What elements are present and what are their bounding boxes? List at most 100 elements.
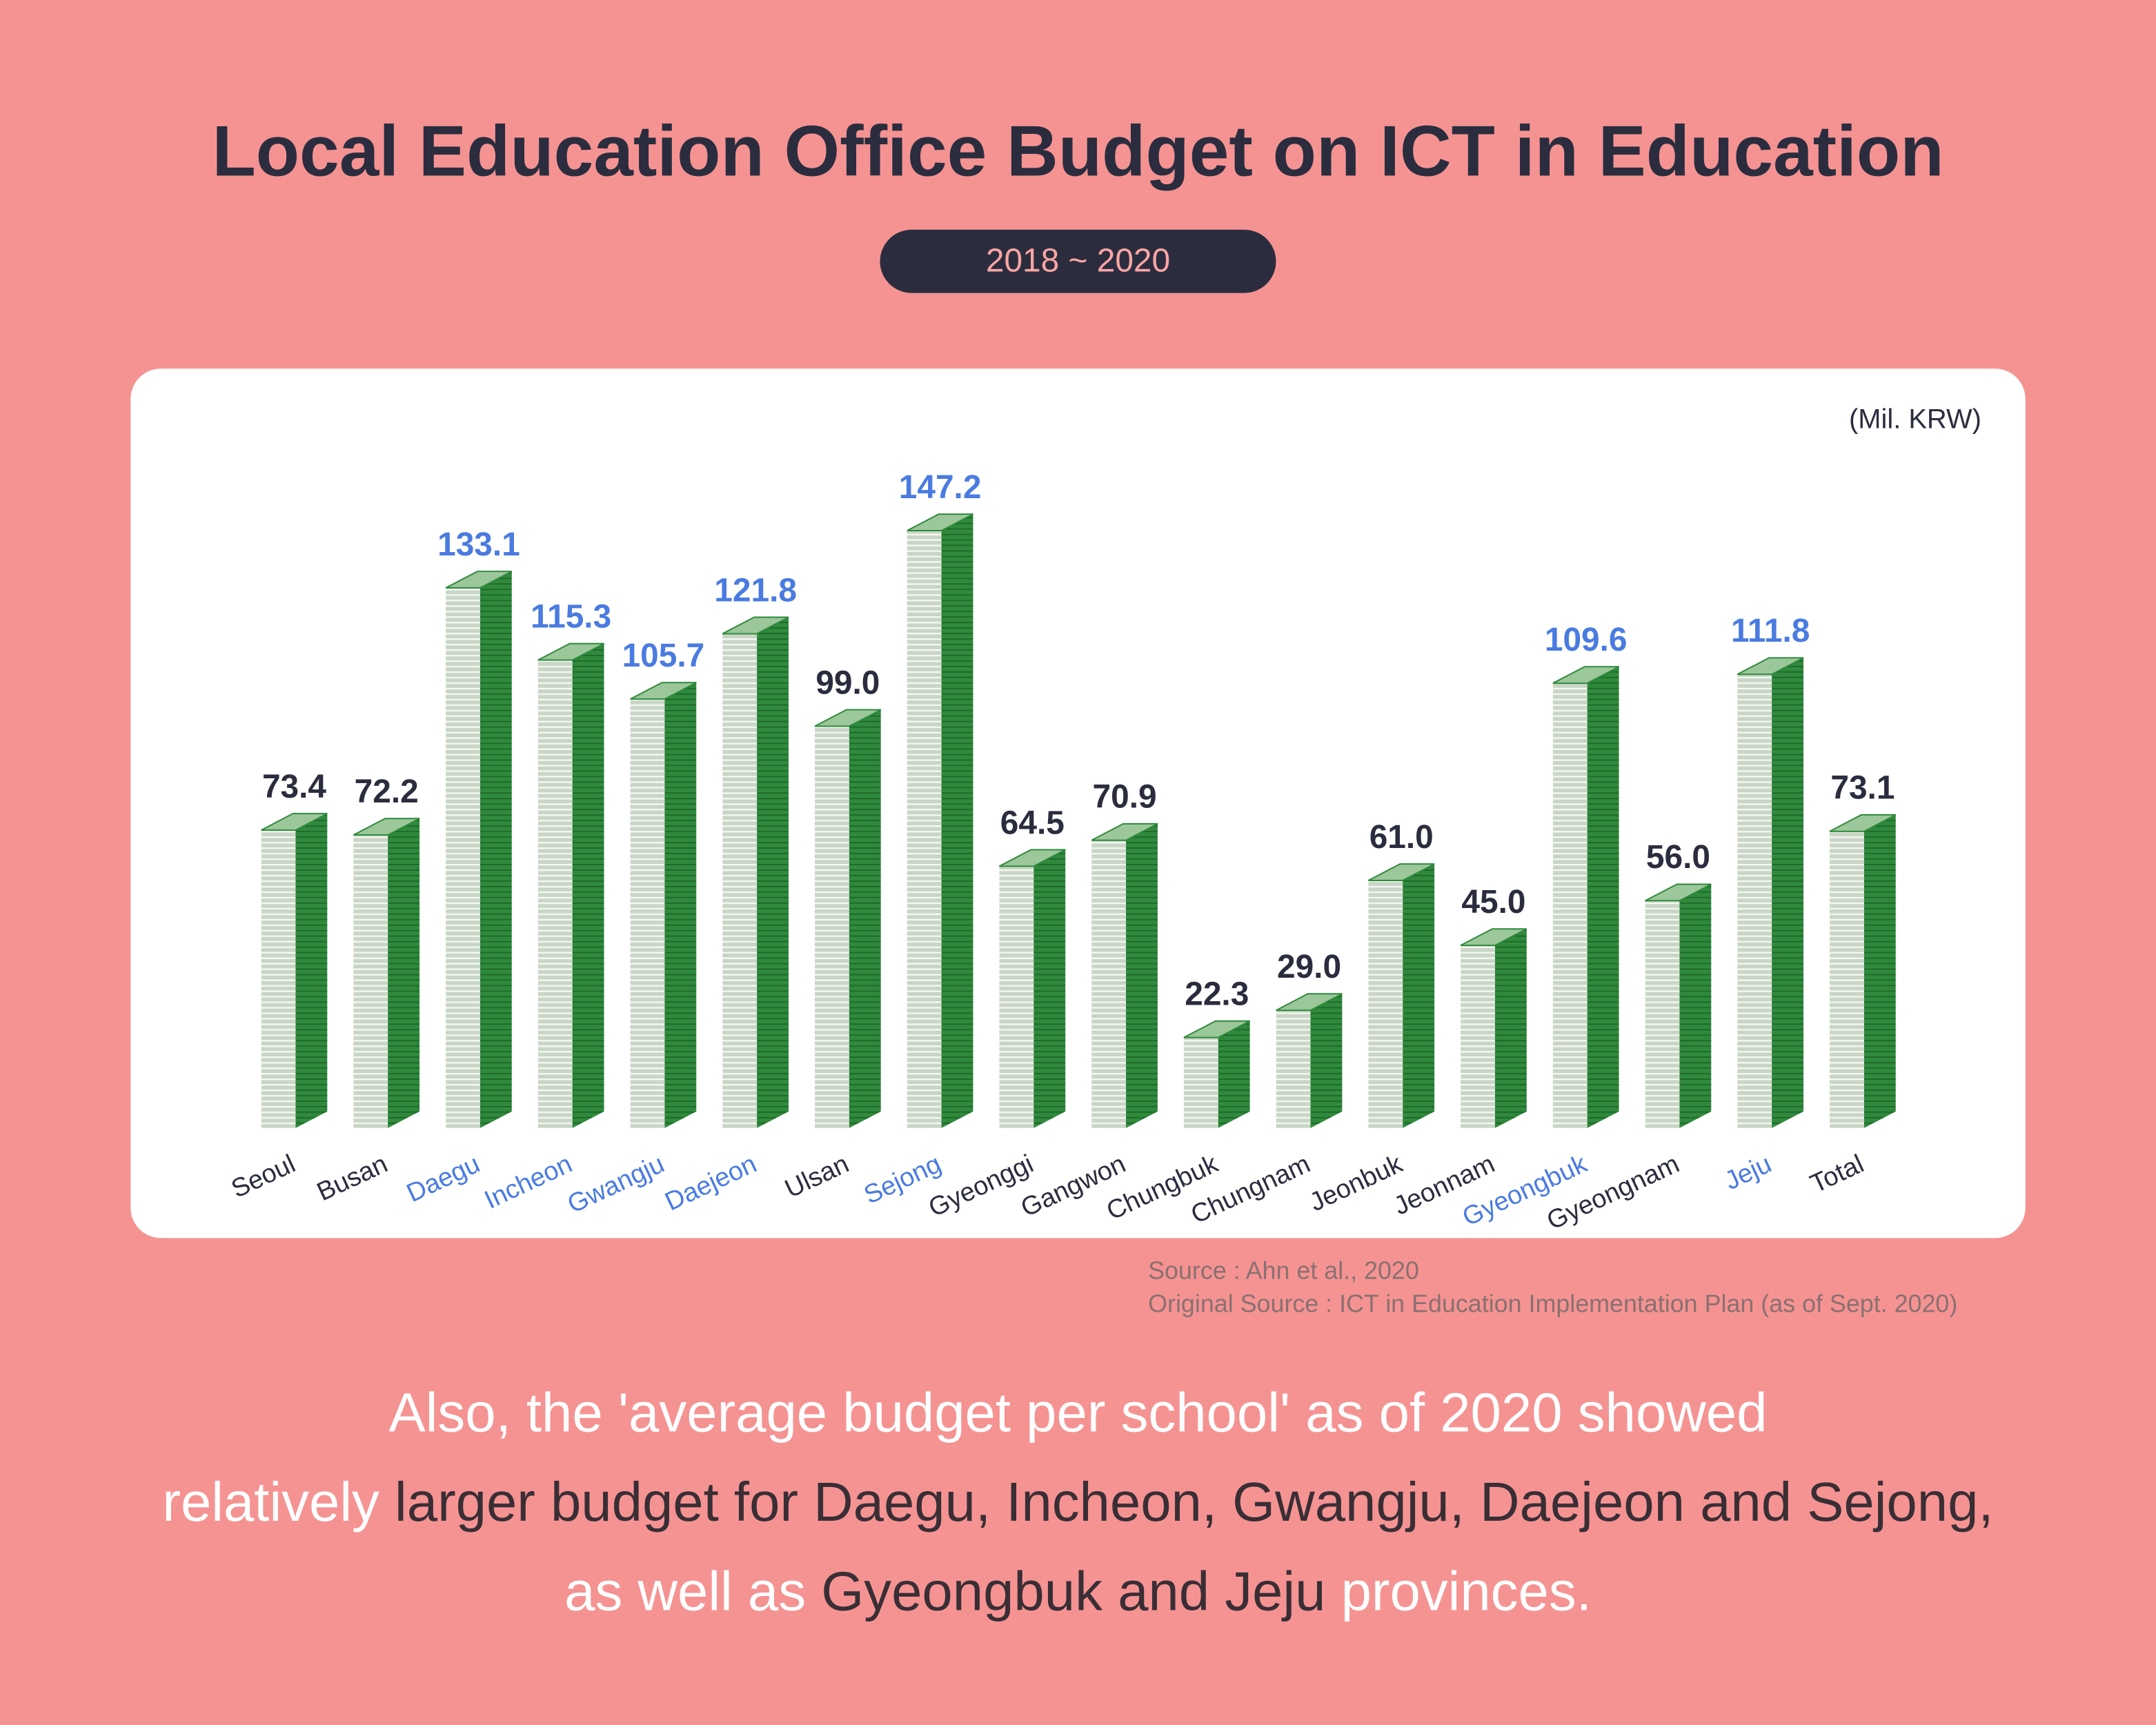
value-label: 70.9: [1093, 779, 1157, 816]
bar: [1737, 657, 1804, 1128]
bar-front: [1830, 831, 1864, 1128]
bar: [1460, 928, 1527, 1128]
bar-side: [757, 617, 789, 1128]
footer-segment: provinces.: [1325, 1561, 1591, 1622]
value-label: 56.0: [1646, 839, 1710, 876]
subtitle: 2018 ~ 2020: [986, 242, 1170, 279]
value-label: 133.1: [437, 526, 520, 563]
bar-side: [1772, 658, 1803, 1128]
bar: [1367, 863, 1435, 1128]
bar-top: [814, 709, 882, 727]
bar-top: [445, 571, 513, 589]
chart-card: [130, 368, 2026, 1239]
value-label: 147.2: [899, 469, 982, 506]
bar: [1829, 814, 1897, 1128]
bar-front: [1461, 945, 1495, 1128]
bar: [1276, 993, 1343, 1128]
bar-side: [849, 709, 881, 1128]
bar-side: [1863, 814, 1896, 1128]
bar-side: [664, 682, 697, 1128]
bar-top: [907, 513, 973, 532]
value-label: 72.2: [355, 773, 419, 810]
footer-segment: Gyeongbuk and Jeju: [821, 1561, 1325, 1622]
bar-side: [1218, 1021, 1250, 1128]
footer-line: relatively larger budget for Daegu, Inch…: [162, 1471, 1993, 1532]
bar-side: [1494, 929, 1527, 1128]
bar: [1183, 1020, 1251, 1128]
bar-front: [1737, 674, 1772, 1128]
bar: [1091, 822, 1158, 1128]
title: Local Education Office Budget on ICT in …: [212, 111, 1944, 191]
bar-side: [1679, 884, 1712, 1128]
bar-top: [1367, 863, 1435, 882]
bar-top: [353, 818, 420, 836]
unit-label: (Mil. KRW): [1849, 404, 1981, 435]
bar-side: [1034, 849, 1066, 1128]
bar-front: [353, 835, 388, 1128]
footer: Also, the 'average budget per school' as…: [162, 1381, 1993, 1621]
bar-side: [1126, 823, 1158, 1128]
bar-front: [1552, 683, 1588, 1128]
bar-top: [537, 642, 604, 661]
footer-line: Also, the 'average budget per school' as…: [389, 1381, 1768, 1443]
value-label: 64.5: [1000, 805, 1065, 841]
value-label: 115.3: [531, 598, 611, 635]
bar-side: [572, 643, 604, 1128]
source: Original Source : ICT in Education Imple…: [1148, 1290, 1957, 1317]
subtitle-pill: [880, 229, 1276, 293]
value-label: 29.0: [1277, 949, 1341, 985]
bar: [999, 849, 1066, 1128]
footer-segment: Also, the 'average budget per school' as…: [389, 1381, 1768, 1443]
bar-front: [815, 726, 849, 1128]
value-label: 61.0: [1369, 819, 1434, 856]
bar-side: [1403, 864, 1435, 1128]
bar: [261, 813, 328, 1128]
bar: [722, 616, 789, 1128]
bar-front: [261, 830, 296, 1128]
value-label: 73.4: [262, 769, 326, 805]
bar-front: [1091, 840, 1127, 1128]
value-label: 121.8: [714, 572, 797, 609]
bar-top: [722, 616, 789, 635]
value-label: 45.0: [1461, 884, 1525, 920]
bar-front: [907, 531, 942, 1128]
footer-segment: as well as: [564, 1561, 821, 1622]
value-label: 109.6: [1545, 622, 1628, 658]
bar-front: [1276, 1010, 1311, 1128]
bar-side: [1587, 667, 1619, 1128]
bar-front: [446, 587, 480, 1128]
bar-top: [999, 849, 1066, 867]
bar: [814, 709, 882, 1128]
bar-top: [1183, 1020, 1251, 1038]
bar-top: [1829, 814, 1897, 832]
value-label: 111.8: [1731, 613, 1810, 649]
bar: [1552, 666, 1620, 1128]
bar-top: [1091, 822, 1158, 841]
source: Source : Ahn et al., 2020: [1148, 1257, 1419, 1285]
footer-segment: relatively: [162, 1471, 395, 1532]
bar-top: [1276, 993, 1343, 1012]
bar-top: [1737, 657, 1804, 676]
bar-front: [630, 699, 665, 1128]
bar-front: [1645, 900, 1680, 1128]
bar: [353, 818, 420, 1128]
value-label: 22.3: [1185, 976, 1249, 1012]
bar-front: [999, 866, 1034, 1128]
bar: [537, 642, 604, 1128]
bar-front: [1368, 880, 1403, 1128]
bar-side: [1310, 994, 1343, 1128]
bar-top: [630, 682, 697, 700]
bar: [630, 682, 697, 1128]
bar: [1645, 883, 1712, 1128]
footer-line: as well as Gyeongbuk and Jeju provinces.: [564, 1561, 1592, 1622]
value-label: 105.7: [622, 638, 705, 674]
bar-top: [1552, 666, 1620, 684]
footer-segment: larger budget for Daegu, Incheon, Gwangj…: [395, 1471, 1994, 1532]
bar-side: [479, 571, 512, 1128]
bar-side: [388, 818, 420, 1128]
bar-side: [295, 814, 328, 1128]
value-label: 99.0: [815, 664, 880, 701]
value-label: 73.1: [1830, 770, 1895, 807]
bar: [445, 571, 513, 1128]
